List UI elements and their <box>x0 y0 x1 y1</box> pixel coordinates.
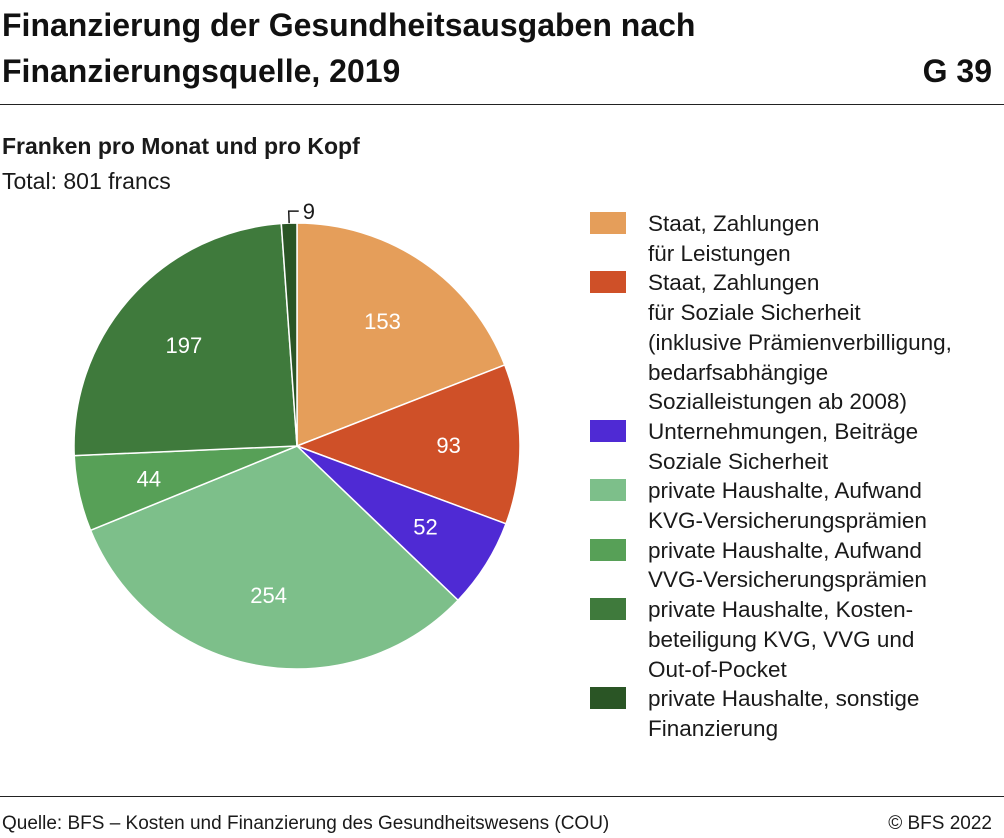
legend-item-6: private Haushalte, Kosten- beteiligung K… <box>590 595 952 684</box>
figure-number: G 39 <box>922 53 992 89</box>
pie-chart: 153 93 52 254 44 197 9 <box>73 199 521 670</box>
copyright-note: © BFS 2022 <box>888 813 992 834</box>
slice-value-label-2: 93 <box>436 433 460 458</box>
legend-label-1: Staat, Zahlungen für Leistungen <box>648 211 820 266</box>
legend-swatch-2 <box>590 271 626 294</box>
legend-swatch-3 <box>590 419 626 442</box>
slice-value-label-1: 153 <box>364 309 401 334</box>
slice-value-label-3: 52 <box>413 515 437 540</box>
leader-line-7 <box>287 210 299 224</box>
legend-item-4: private Haushalte, Aufwand KVG-Versicher… <box>590 476 952 535</box>
chart-subtitle: Franken pro Monat und pro Kopf <box>2 133 360 159</box>
legend-item-3: Unternehmungen, Beiträge Soziale Sicherh… <box>590 417 952 476</box>
slice-value-label-7: 9 <box>303 199 315 224</box>
source-note: Quelle: BFS – Kosten und Finanzierung de… <box>2 813 610 834</box>
pie-slice-1 <box>296 222 506 448</box>
legend-item-7: private Haushalte, sonstige Finanzierung <box>590 684 952 743</box>
legend-item-2: Staat, Zahlungen für Soziale Sicherheit … <box>590 268 952 417</box>
pie-slice-4 <box>89 445 460 670</box>
legend-label-5: private Haushalte, Aufwand VVG-Versicher… <box>648 537 927 593</box>
legend-label-4: private Haushalte, Aufwand KVG-Versicher… <box>648 478 927 534</box>
legend-label-2: Staat, Zahlungen für Soziale Sicherheit … <box>648 270 952 415</box>
legend-swatch-4 <box>590 479 626 502</box>
total-label: Total: 801 francs <box>2 168 171 194</box>
legend-swatch-5 <box>590 538 626 561</box>
bottom-divider <box>0 796 1004 797</box>
legend-swatch-6 <box>590 598 626 621</box>
pie-slice-2 <box>294 363 521 525</box>
legend-swatch-1 <box>590 212 626 234</box>
legend-label-6: private Haushalte, Kosten- beteiligung K… <box>648 597 915 682</box>
legend-label-7: private Haushalte, sonstige Finanzierung <box>648 686 920 741</box>
legend-item-1: Staat, Zahlungen für Leistungen <box>590 209 952 268</box>
legend: Staat, Zahlungen für Leistungen Staat, Za… <box>590 209 952 744</box>
chart-title: Finanzierung der Gesundheitsausgaben nac… <box>2 7 696 89</box>
legend-swatch-7 <box>590 687 626 710</box>
slice-value-label-5: 44 <box>137 466 161 491</box>
top-divider <box>0 104 1004 105</box>
slice-value-label-6: 197 <box>166 333 203 358</box>
slice-value-label-4: 254 <box>250 583 287 608</box>
legend-label-3: Unternehmungen, Beiträge Soziale Sicherh… <box>648 418 919 474</box>
legend-item-5: private Haushalte, Aufwand VVG-Versicher… <box>590 536 952 595</box>
pie-slice-6 <box>73 222 298 457</box>
